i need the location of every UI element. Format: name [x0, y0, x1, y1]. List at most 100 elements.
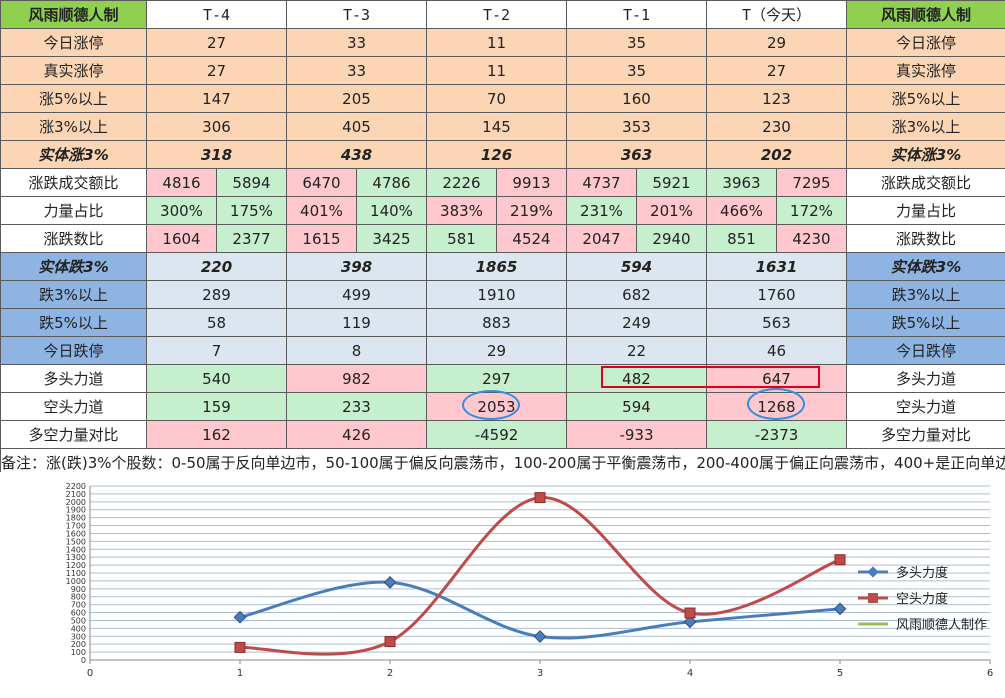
cell: 119: [286, 308, 427, 337]
x-tick-label: 2: [387, 668, 393, 679]
cell: 159: [146, 392, 287, 421]
cell: 22: [566, 336, 707, 365]
cell: 160: [566, 84, 707, 113]
y-tick-label: 2000: [66, 498, 86, 507]
cell: 594: [566, 252, 707, 281]
col-header-t2: T-2: [426, 0, 567, 29]
cell: 27: [146, 28, 287, 57]
cell: 231%: [566, 196, 637, 225]
cell: 4230: [776, 224, 847, 253]
cell: 230: [706, 112, 847, 141]
row-solid-down3: 实体跌3% 220 398 1865 594 1631 实体跌3%: [0, 252, 1005, 281]
cell: 29: [426, 336, 567, 365]
cell: 4816: [146, 168, 217, 197]
row-label: 涨5%以上: [846, 84, 1005, 113]
cell: 7295: [776, 168, 847, 197]
line-chart: 0100200300400500600700800900100011001200…: [66, 482, 994, 679]
header-row: 风雨顺德人制 T-4 T-3 T-2 T-1 T（今天） 风雨顺德人制: [0, 0, 1005, 29]
x-tick-label: 6: [987, 668, 993, 679]
cell: 2047: [566, 224, 637, 253]
cell: 126: [426, 140, 567, 169]
series-point-square: [534, 492, 546, 504]
series-point-square: [234, 641, 246, 653]
cell: 46: [706, 336, 847, 365]
cell: 1865: [426, 252, 567, 281]
cell: 145: [426, 112, 567, 141]
row-label: 实体涨3%: [846, 140, 1005, 169]
row-label: 涨5%以上: [0, 84, 147, 113]
legend-marker-diamond: [867, 566, 879, 578]
y-tick-label: 1600: [66, 529, 86, 538]
highlight-ellipse-t2: [462, 390, 520, 420]
y-tick-label: 400: [71, 624, 86, 633]
cell: 297: [426, 364, 567, 393]
cell: 563: [706, 308, 847, 337]
y-tick-label: 1000: [66, 577, 86, 586]
row-label: 跌3%以上: [0, 280, 147, 309]
series-point-diamond: [383, 575, 397, 589]
cell: 2226: [426, 168, 497, 197]
x-tick-label: 0: [87, 668, 93, 679]
series-point-square: [384, 636, 396, 648]
legend-marker-square: [868, 593, 878, 603]
cell: 1615: [286, 224, 357, 253]
cell: 33: [286, 28, 427, 57]
row-label: 今日涨停: [846, 28, 1005, 57]
legend-label: 风雨顺德人制作: [896, 618, 987, 633]
row-label: 今日跌停: [0, 336, 147, 365]
y-tick-label: 2200: [66, 482, 86, 491]
row-label: 实体跌3%: [0, 252, 147, 281]
cell: 162: [146, 420, 287, 449]
row-label: 实体涨3%: [0, 140, 147, 169]
cell: 438: [286, 140, 427, 169]
cell: 982: [286, 364, 427, 393]
cell: 11: [426, 28, 567, 57]
cell: 682: [566, 280, 707, 309]
row-down3: 跌3%以上 289 499 1910 682 1760 跌3%以上: [0, 280, 1005, 309]
y-tick-label: 700: [71, 601, 86, 610]
cell: 175%: [216, 196, 287, 225]
highlight-ellipse-today: [747, 388, 805, 420]
cell: 4524: [496, 224, 567, 253]
row-label: 跌3%以上: [846, 280, 1005, 309]
row-label: 力量占比: [0, 196, 147, 225]
cell: 426: [286, 420, 427, 449]
x-tick-label: 1: [237, 668, 243, 679]
cell: 11: [426, 56, 567, 85]
row-label: 今日跌停: [846, 336, 1005, 365]
row-label: 多头力道: [0, 364, 147, 393]
y-tick-label: 600: [71, 609, 86, 618]
x-tick-label: 4: [687, 668, 693, 679]
row-label: 力量占比: [846, 196, 1005, 225]
row-up3: 涨3%以上 306 405 145 353 230 涨3%以上: [0, 112, 1005, 141]
cell: -2373: [706, 420, 847, 449]
cell: 466%: [706, 196, 777, 225]
row-label: 涨跌数比: [0, 224, 147, 253]
cell: 147: [146, 84, 287, 113]
cell: 1604: [146, 224, 217, 253]
series-point-diamond: [683, 615, 697, 629]
col-header-t3: T-3: [286, 0, 427, 29]
highlight-rectangle: [601, 366, 820, 388]
cell: 398: [286, 252, 427, 281]
cell: 7: [146, 336, 287, 365]
cell: 35: [566, 56, 707, 85]
legend-label: 空头力度: [896, 591, 948, 607]
row-updown-count: 涨跌数比 1604 2377 1615 3425 581 4524 2047 2…: [0, 224, 1005, 253]
y-tick-label: 1500: [66, 537, 86, 546]
cell: 5894: [216, 168, 287, 197]
row-real-limit-up: 真实涨停 27 33 11 35 27 真实涨停: [0, 56, 1005, 85]
row-label: 实体跌3%: [846, 252, 1005, 281]
col-header-t4: T-4: [146, 0, 287, 29]
row-power-ratio: 力量占比 300% 175% 401% 140% 383% 219% 231% …: [0, 196, 1005, 225]
cell: 2940: [636, 224, 707, 253]
cell: 58: [146, 308, 287, 337]
row-solid-up3: 实体涨3% 318 438 126 363 202 实体涨3%: [0, 140, 1005, 169]
cell: 1910: [426, 280, 567, 309]
y-tick-label: 1900: [66, 506, 86, 515]
cell: 3963: [706, 168, 777, 197]
stats-table: 风雨顺德人制 T-4 T-3 T-2 T-1 T（今天） 风雨顺德人制 今日涨停…: [0, 0, 1005, 477]
cell: 353: [566, 112, 707, 141]
row-label: 今日涨停: [0, 28, 147, 57]
cell: 318: [146, 140, 287, 169]
